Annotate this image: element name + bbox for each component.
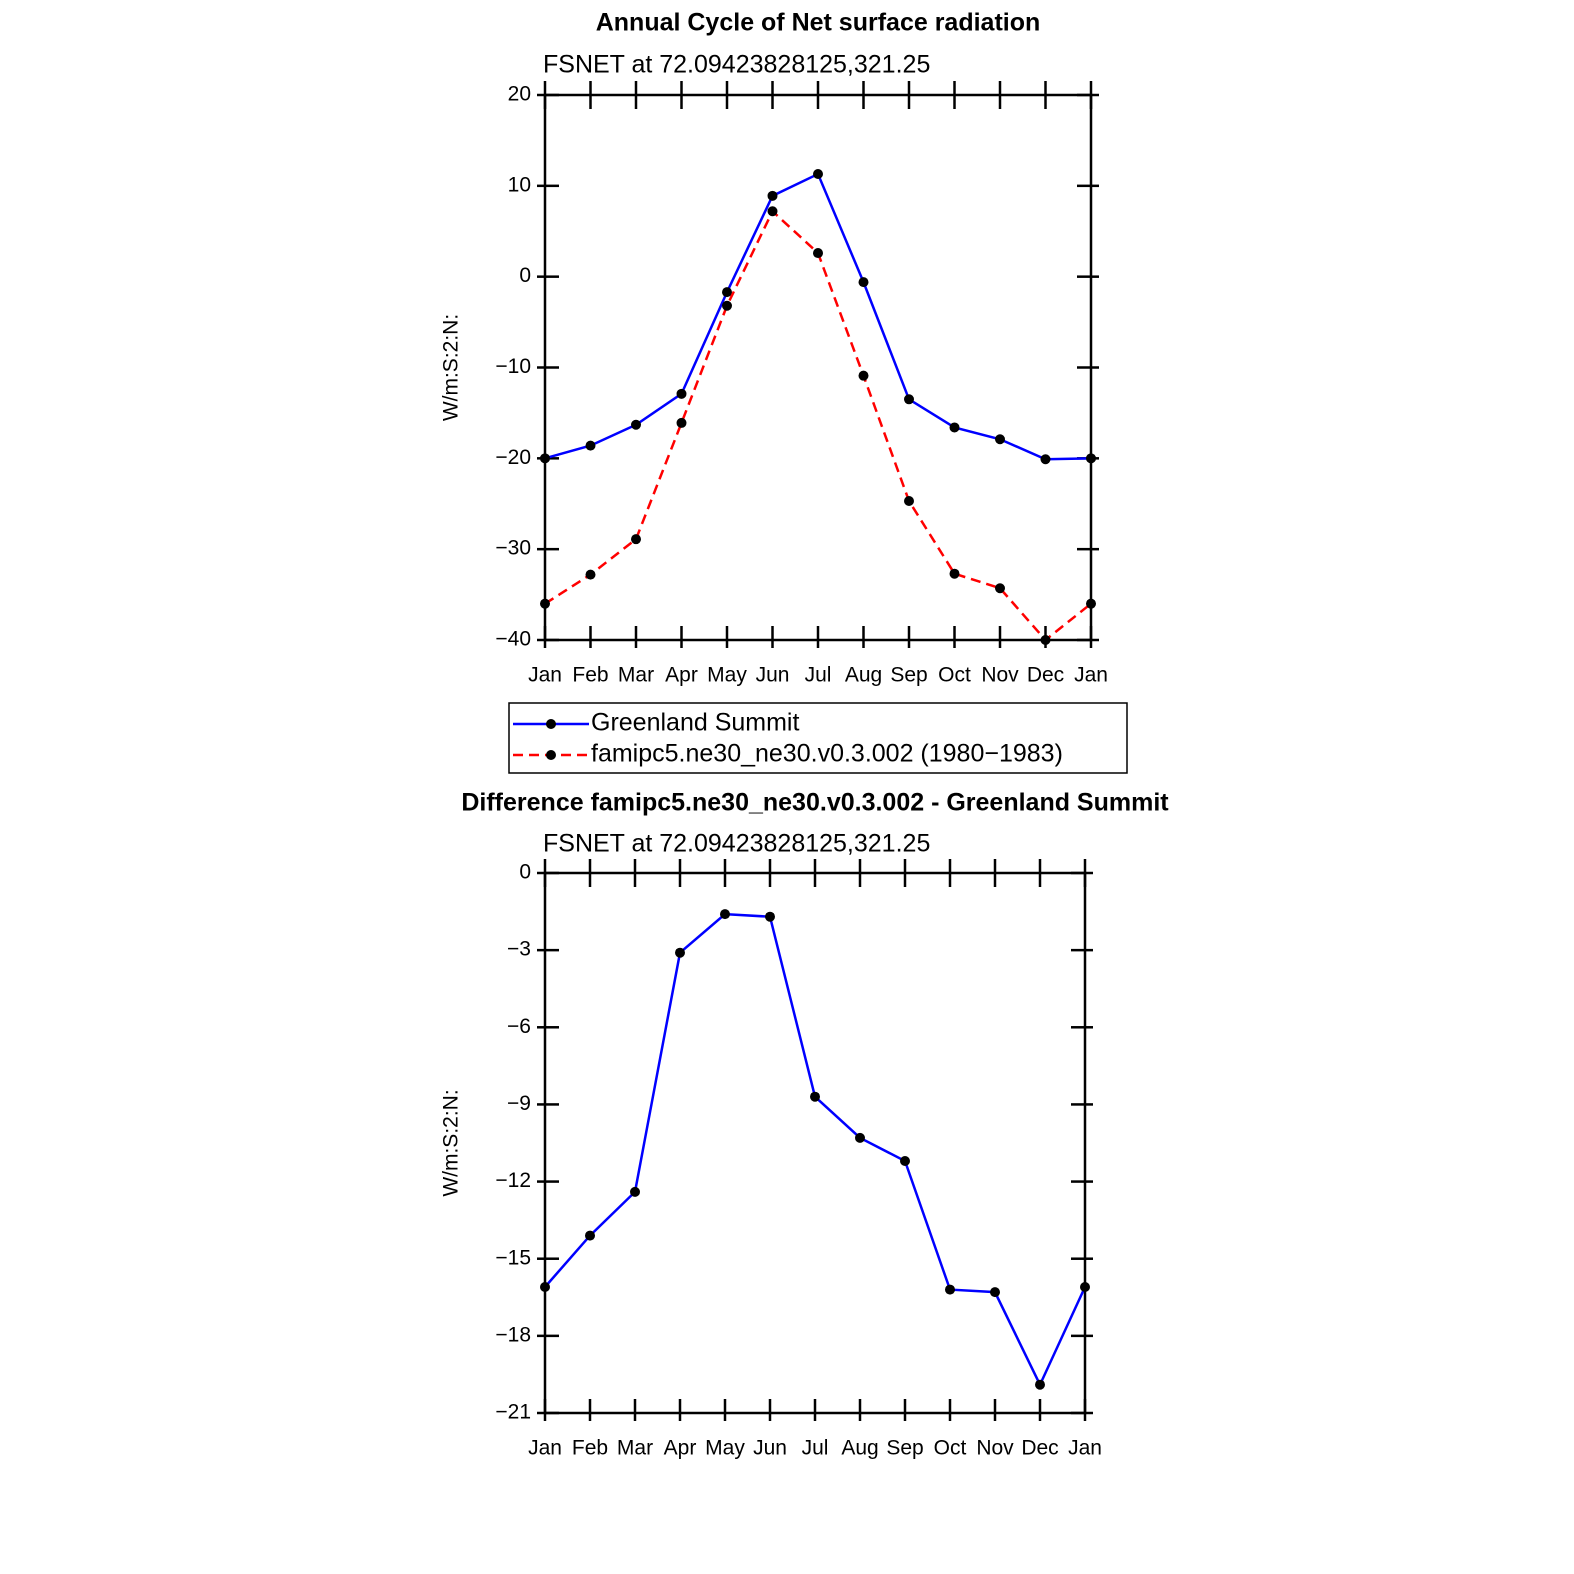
data-point <box>858 370 869 381</box>
y-axis-label: W/m:S:2:N: <box>440 314 463 421</box>
legend-marker <box>546 719 556 729</box>
x-tick-label: Dec <box>1027 664 1064 687</box>
y-tick-label: −15 <box>495 1246 531 1269</box>
x-tick-label: Oct <box>934 1437 967 1460</box>
x-tick-label: May <box>705 1437 745 1460</box>
x-tick-label: Jul <box>802 1437 829 1460</box>
x-tick-label: Jan <box>528 1437 562 1460</box>
data-point <box>813 248 823 259</box>
chart-subtitle: FSNET at 72.09423828125,321.25 <box>543 51 930 79</box>
data-point <box>585 1230 595 1241</box>
x-tick-label: Dec <box>1021 1437 1058 1460</box>
x-tick-label: Apr <box>664 1437 697 1460</box>
series-line <box>544 172 1092 461</box>
data-point <box>1035 1379 1045 1390</box>
y-tick-label: 10 <box>508 173 531 196</box>
x-tick-label: Nov <box>976 1437 1014 1460</box>
y-tick-label: −3 <box>507 938 531 961</box>
data-point <box>676 388 687 399</box>
x-tick-label: Mar <box>618 664 654 687</box>
data-point <box>949 422 960 433</box>
x-tick-label: Mar <box>617 1437 653 1460</box>
x-tick-label: Jun <box>756 664 790 687</box>
chart-subtitle: FSNET at 72.09423828125,321.25 <box>543 830 930 858</box>
data-point <box>631 419 641 430</box>
y-tick-label: −21 <box>495 1401 531 1424</box>
legend-box <box>508 702 1128 774</box>
data-point <box>540 1282 550 1292</box>
data-point <box>904 496 914 507</box>
data-point <box>1086 453 1096 464</box>
x-tick-label: Feb <box>572 1437 608 1460</box>
y-tick-label: −6 <box>507 1015 531 1038</box>
data-point <box>540 453 550 464</box>
y-tick-label: −10 <box>495 355 531 378</box>
data-point <box>855 1132 865 1143</box>
x-tick-label: Aug <box>845 664 882 687</box>
data-point <box>585 440 596 451</box>
data-point <box>1080 1282 1090 1292</box>
y-tick-label: 20 <box>508 83 531 106</box>
chart-title: Annual Cycle of Net surface radiation <box>596 9 1041 37</box>
data-point <box>765 911 775 922</box>
data-point <box>767 190 778 201</box>
data-point <box>676 417 687 428</box>
data-point <box>631 534 641 545</box>
y-tick-label: 0 <box>519 861 531 884</box>
data-point <box>995 434 1005 445</box>
x-tick-label: Apr <box>665 664 698 687</box>
legend-label: Greenland Summit <box>591 709 799 737</box>
x-tick-label: Jan <box>528 664 562 687</box>
data-point <box>945 1284 955 1295</box>
x-tick-label: May <box>707 664 747 687</box>
y-axis-label: W/m:S:2:N: <box>440 1089 463 1196</box>
data-point <box>722 287 732 298</box>
data-point <box>767 206 778 217</box>
data-point <box>858 277 869 288</box>
data-point <box>722 300 732 311</box>
data-point <box>810 1091 820 1102</box>
data-point <box>675 947 685 958</box>
y-tick-label: −40 <box>495 628 531 651</box>
x-tick-label: Sep <box>890 664 927 687</box>
y-tick-label: −9 <box>507 1092 531 1115</box>
y-tick-label: −12 <box>495 1169 531 1192</box>
data-point <box>1040 454 1051 465</box>
data-point <box>904 394 914 405</box>
plot-frame <box>543 871 1087 1415</box>
y-tick-label: 0 <box>519 264 531 287</box>
x-tick-label: Jul <box>805 664 832 687</box>
x-tick-label: Oct <box>938 664 971 687</box>
legend-marker <box>546 750 556 760</box>
data-point <box>995 583 1005 594</box>
y-tick-label: −30 <box>495 537 531 560</box>
x-tick-label: Nov <box>981 664 1019 687</box>
y-tick-label: −18 <box>495 1323 531 1346</box>
series-line <box>544 912 1087 1388</box>
x-tick-label: Jan <box>1074 664 1108 687</box>
chart-title: Difference famipc5.ne30_ne30.v0.3.002 - … <box>461 789 1169 817</box>
x-tick-label: Feb <box>572 664 608 687</box>
data-point <box>540 598 550 609</box>
plot-frame <box>543 93 1093 642</box>
series-line <box>544 209 1092 642</box>
data-point <box>990 1287 1000 1298</box>
data-point <box>720 909 730 920</box>
legend-label: famipc5.ne30_ne30.v0.3.002 (1980−1983) <box>591 740 1063 768</box>
data-point <box>630 1186 640 1197</box>
data-point <box>585 569 596 580</box>
data-point <box>1040 635 1051 645</box>
data-point <box>813 169 823 180</box>
data-point <box>949 568 960 579</box>
data-point <box>1086 598 1096 609</box>
x-tick-label: Jun <box>753 1437 787 1460</box>
y-tick-label: −20 <box>495 446 531 469</box>
data-point <box>900 1156 910 1166</box>
x-tick-label: Aug <box>841 1437 878 1460</box>
x-tick-label: Sep <box>886 1437 923 1460</box>
x-tick-label: Jan <box>1068 1437 1102 1460</box>
